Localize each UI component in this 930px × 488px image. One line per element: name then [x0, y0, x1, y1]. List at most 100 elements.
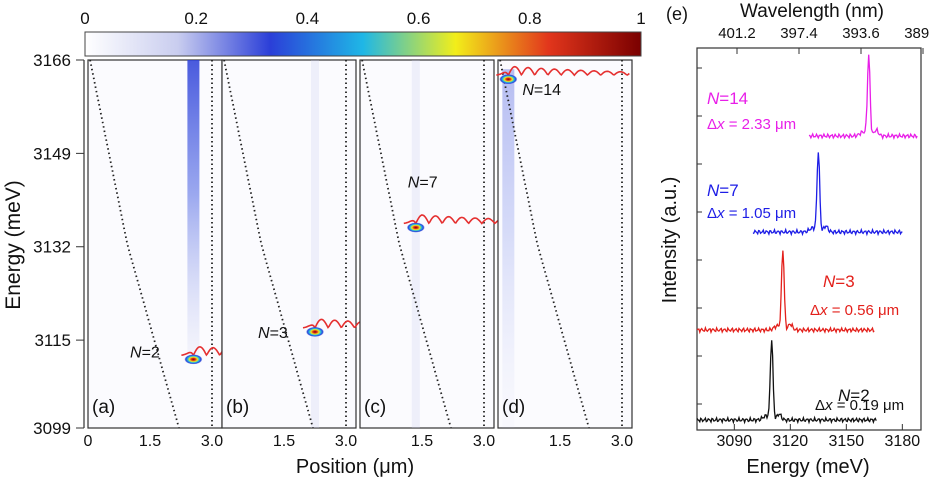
right-plot-frame: [696, 47, 922, 431]
x-tick-label: 1.5: [411, 433, 433, 450]
top-tick-label: 401.2: [718, 25, 756, 42]
left-ylabel: Energy (meV): [2, 180, 25, 310]
colorbar-tick-label: 0: [80, 9, 89, 28]
dx-var: x: [716, 116, 725, 133]
spectrum-dx-label: Δx = 1.05 μm: [707, 205, 796, 222]
spectrum-n3: N=3 Δx = 0.56 μm: [696, 250, 899, 335]
spectrum-n7: N=7Δx = 1.05 μm: [707, 152, 903, 237]
dx-var: x: [716, 205, 725, 222]
colorbar-tick-label: 1: [636, 9, 645, 28]
mode-spot: [406, 222, 425, 233]
spectrum-n14: N=14 Δx = 2.33 μm: [707, 54, 918, 141]
dx-value: = 2.33 μm: [725, 116, 797, 133]
wavefunction-curve: [181, 346, 226, 357]
right-x-tick-label: 3150: [829, 433, 865, 450]
x-tick-label: 1.5: [549, 433, 571, 450]
spectrum-line: [696, 250, 875, 335]
mode-label-var: N: [408, 175, 420, 192]
spectra-panel: (e) Wavelength (nm) 401.2 397.4 393.6 389.8…: [659, 1, 930, 478]
right-ylabel: Intensity (a.u.): [659, 177, 681, 304]
right-top-ticks: 401.2 397.4 393.6 389.8: [718, 25, 930, 54]
spectrum-n-label: N=7: [707, 181, 739, 200]
colorbar-tick-label: 0.6: [407, 9, 431, 28]
dx-var: x: [824, 397, 833, 414]
spectrum-n-value: =14: [719, 89, 748, 108]
left-x-ticks: 0 1.5 3.0 1.5 3.0 1.5 3.0 1.5 3.0: [84, 433, 634, 450]
panel-c: (c) N=7: [359, 59, 499, 429]
y-tick-label: 3132: [33, 238, 71, 257]
dx-value: = 1.05 μm: [725, 205, 797, 222]
mode-label-value: =7: [419, 175, 437, 192]
spectrum-line: [696, 340, 877, 425]
right-top-label: Wavelength (nm): [740, 1, 884, 22]
spectrum-n-var: N: [823, 272, 836, 291]
spectrum-n2: N=2Δx = 0.19 μm: [696, 340, 904, 425]
right-x-tick-label: 3120: [773, 433, 809, 450]
mode-spot: [499, 74, 518, 85]
mode-label: N=14: [522, 82, 561, 99]
x-tick-label: 3.0: [611, 433, 633, 450]
y-tick-label: 3115: [34, 331, 71, 350]
dx-var: x: [819, 302, 828, 319]
panels: (a)N=2(b)N=3(c)N=7(d)N=14: [87, 59, 633, 429]
spectrum-n-value: =2: [850, 386, 869, 405]
right-y-ticks: [697, 67, 702, 405]
y-tick-label: 3166: [33, 51, 71, 70]
intensity-streak: [411, 60, 420, 428]
spectrum-line: [808, 54, 918, 141]
panel-a: (a) N=2: [87, 59, 226, 429]
mode-label: N=2: [130, 344, 160, 361]
panel-tag: (b): [226, 397, 249, 418]
spectrum-n-var: N: [707, 181, 720, 200]
spectrum-dx-label: Δx = 0.56 μm: [810, 302, 899, 319]
potential-curve: [89, 59, 180, 429]
colorbar-tick-label: 0.8: [518, 9, 542, 28]
x-tick-label: 3.0: [201, 433, 223, 450]
colorbar-tick-label: 0.2: [184, 9, 208, 28]
colorbar: 0 0.2 0.4 0.6 0.8 1: [80, 9, 646, 57]
panel-d: (d) N=14: [496, 59, 633, 429]
right-x-tick-label: 3180: [885, 433, 921, 450]
potential-curve: [223, 59, 314, 429]
colorbar-ticks: 0 0.2 0.4 0.6 0.8 1: [80, 9, 645, 28]
left-y-ticks: 3166 3149 3132 3115 3099: [33, 51, 85, 438]
mode-spot: [184, 354, 203, 365]
spectrum-dx-label: Δx = 2.33 μm: [707, 116, 796, 133]
right-tag: (e): [666, 4, 688, 24]
intensity-streak: [311, 60, 319, 428]
panel-frame: [221, 59, 357, 429]
x-tick-label: 3.0: [473, 433, 495, 450]
spectrum-dx-label: Δx = 0.19 μm: [815, 397, 904, 414]
right-x-ticks: 3090 3120 3150 3180: [717, 424, 921, 450]
mode-label: N=3: [258, 325, 288, 342]
intensity-streak: [187, 60, 200, 360]
wavefunction-curve: [496, 65, 630, 77]
y-tick-label: 3149: [33, 144, 71, 163]
mode-label-var: N: [130, 344, 142, 361]
x-tick-label: 0: [84, 433, 93, 450]
top-tick-label: 393.6: [842, 25, 880, 42]
dx-value: = 0.56 μm: [828, 302, 900, 319]
panel-tag: (c): [364, 397, 386, 418]
mode-label-value: =2: [142, 344, 160, 361]
panel-frame: [87, 59, 223, 429]
top-tick-label: 397.4: [780, 25, 818, 42]
panel-tag: (a): [92, 397, 115, 418]
dx-value: = 0.19 μm: [833, 397, 905, 414]
dx-prefix: Δ: [815, 397, 825, 414]
dx-prefix: Δ: [707, 205, 717, 222]
spectrum-n-value: =7: [719, 181, 738, 200]
left-xlabel: Position (μm): [296, 456, 414, 478]
spectrum-n-label: N=3: [823, 272, 855, 291]
spectrum-n-var: N: [838, 386, 851, 405]
spectrum-n-value: =3: [835, 272, 854, 291]
mode-label-value: =3: [270, 325, 288, 342]
panel-frame: [497, 59, 633, 429]
mode-label-var: N: [522, 82, 534, 99]
right-xlabel: Energy (meV): [746, 456, 869, 478]
x-tick-label: 3.0: [335, 433, 357, 450]
spectrum-n-var: N: [707, 89, 720, 108]
spectrum-line: [752, 152, 903, 237]
